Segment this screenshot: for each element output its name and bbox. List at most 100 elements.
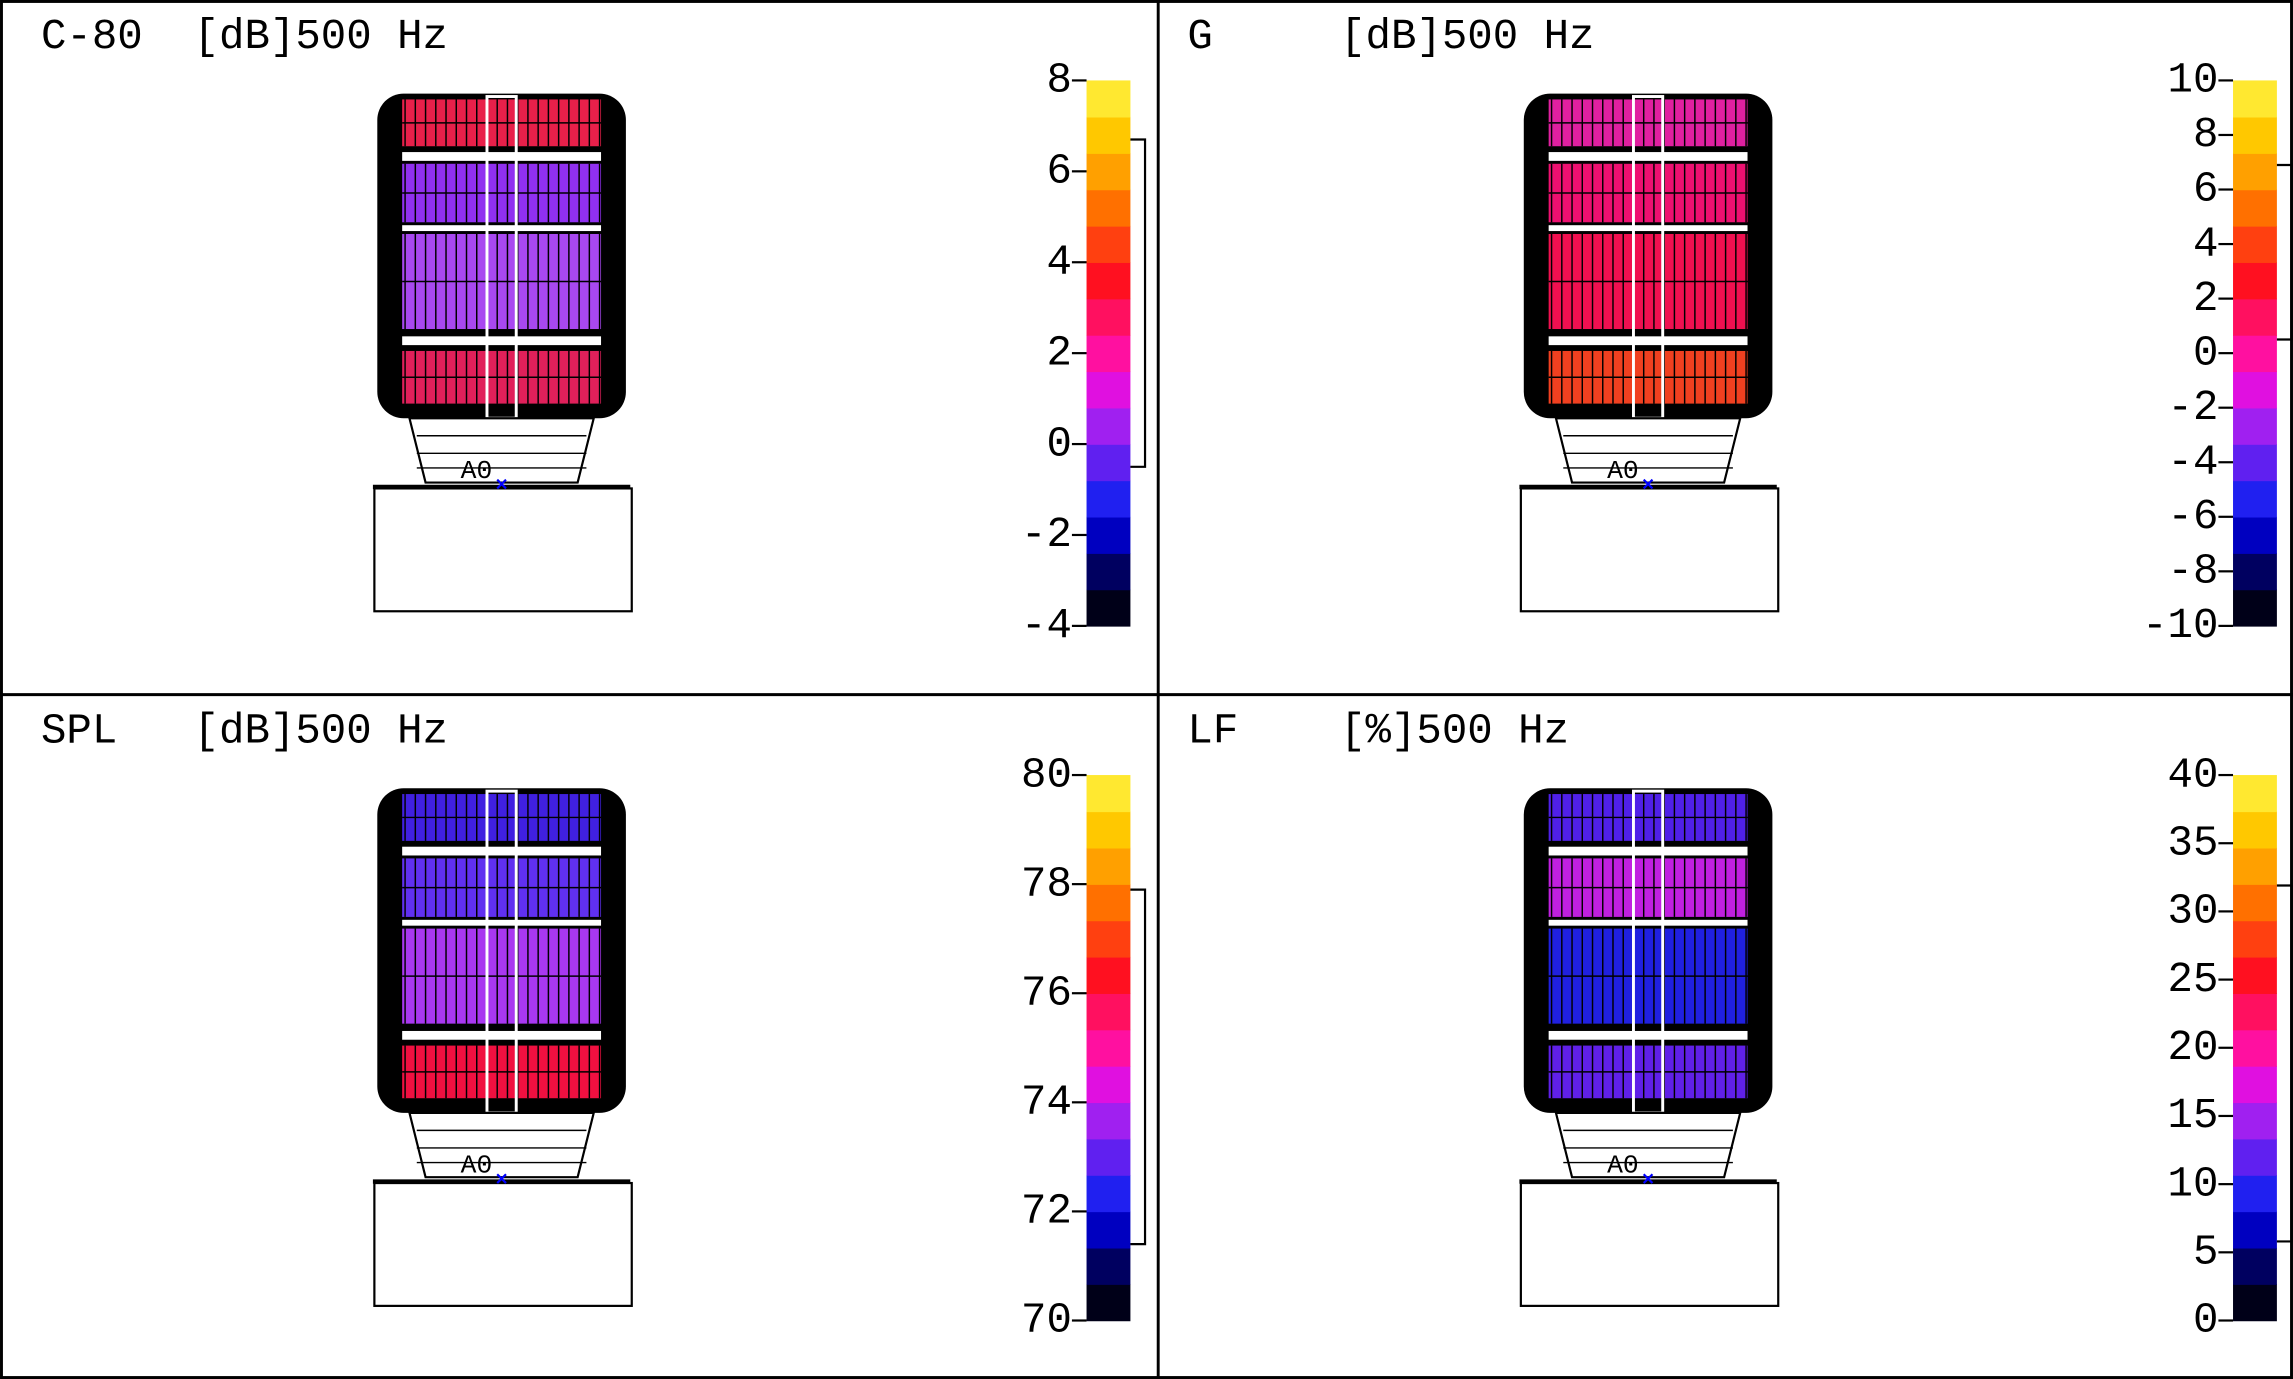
- tick-label: -4: [1021, 602, 1072, 650]
- color-step: [1087, 775, 1131, 812]
- source-label: A0: [461, 1150, 493, 1180]
- tick-label: 6: [2193, 166, 2218, 214]
- tick-label: 78: [1021, 860, 1072, 908]
- color-step: [2233, 775, 2277, 812]
- color-step: [1087, 335, 1131, 372]
- panel-title: C-80 [dB]500 Hz: [41, 13, 448, 61]
- color-step: [1087, 993, 1131, 1030]
- color-step: [1087, 226, 1131, 263]
- color-step: [1087, 190, 1131, 227]
- tick-label: 10: [2168, 1160, 2219, 1208]
- color-step: [1087, 957, 1131, 994]
- color-step: [1087, 848, 1131, 885]
- color-step: [1087, 480, 1131, 517]
- color-step: [2233, 884, 2277, 921]
- tick-label: 35: [2168, 819, 2219, 867]
- color-step: [1087, 1102, 1131, 1139]
- color-step: [2233, 811, 2277, 848]
- tick-label: 25: [2168, 956, 2219, 1004]
- color-step: [2233, 1284, 2277, 1321]
- color-step: [1087, 153, 1131, 190]
- stage-front: [1556, 418, 1740, 482]
- aisle: [402, 920, 601, 926]
- stage-front: [409, 1113, 593, 1177]
- panel-title: G [dB]500 Hz: [1187, 13, 1594, 61]
- color-step: [1087, 1211, 1131, 1248]
- tick-label: 8: [1046, 57, 1071, 105]
- tick-label: -8: [2168, 548, 2219, 596]
- color-step: [2233, 1066, 2277, 1103]
- range-bracket: [2277, 886, 2292, 1242]
- tick-label: 0: [2193, 1297, 2218, 1345]
- tick-label: 2: [1046, 329, 1071, 377]
- color-step: [2233, 517, 2277, 554]
- source-label: A0: [1607, 456, 1639, 486]
- color-step: [2233, 117, 2277, 154]
- color-step: [2233, 1030, 2277, 1067]
- tick-label: -10: [2142, 602, 2218, 650]
- color-step: [2233, 190, 2277, 227]
- color-step: [1087, 590, 1131, 627]
- frame: [1, 1, 2291, 1377]
- color-step: [2233, 226, 2277, 263]
- tick-label: 20: [2168, 1024, 2219, 1072]
- aisle: [402, 336, 601, 345]
- range-bracket: [1130, 890, 1145, 1245]
- aisle: [402, 225, 601, 231]
- color-step: [2233, 553, 2277, 590]
- stage: [374, 1183, 631, 1306]
- tick-label: 6: [1046, 148, 1071, 196]
- color-step: [2233, 1211, 2277, 1248]
- tick-label: 0: [2193, 329, 2218, 377]
- color-step: [1087, 517, 1131, 554]
- color-step: [2233, 1139, 2277, 1176]
- color-step: [1087, 921, 1131, 958]
- color-step: [2233, 335, 2277, 372]
- aisle: [402, 1031, 601, 1040]
- panel-title: SPL [dB]500 Hz: [41, 707, 448, 755]
- stage: [374, 488, 631, 611]
- source-label: A0: [461, 456, 493, 486]
- tick-label: 5: [2193, 1229, 2218, 1277]
- color-step: [1087, 1284, 1131, 1321]
- color-step: [1087, 262, 1131, 299]
- color-step: [1087, 1030, 1131, 1067]
- color-step: [2233, 848, 2277, 885]
- color-step: [1087, 117, 1131, 154]
- tick-label: 74: [1021, 1079, 1072, 1127]
- color-step: [2233, 299, 2277, 336]
- stage: [1521, 488, 1778, 611]
- stage-front: [409, 418, 593, 482]
- color-step: [1087, 884, 1131, 921]
- panel-title: LF [%]500 Hz: [1187, 707, 1569, 755]
- tick-label: -6: [2168, 493, 2219, 541]
- aisle: [1549, 225, 1748, 231]
- aisle: [1549, 152, 1748, 161]
- color-step: [2233, 590, 2277, 627]
- color-step: [2233, 80, 2277, 117]
- page: C-80 [dB]500 Hz A0 -4 -2 0 2 4 6 8 G [dB]500 Hz A0…: [0, 0, 2293, 1379]
- tick-label: 2: [2193, 275, 2218, 323]
- tick-label: 8: [2193, 111, 2218, 159]
- aisle: [1549, 1031, 1748, 1040]
- color-step: [2233, 371, 2277, 408]
- tick-label: 4: [1046, 238, 1071, 286]
- tick-label: 76: [1021, 969, 1072, 1017]
- color-step: [2233, 444, 2277, 481]
- stage: [1521, 1183, 1778, 1306]
- tick-label: 40: [2168, 751, 2219, 799]
- tick-label: 70: [1021, 1297, 1072, 1345]
- color-step: [1087, 1139, 1131, 1176]
- tick-label: -2: [1021, 511, 1072, 559]
- color-step: [1087, 811, 1131, 848]
- color-step: [2233, 480, 2277, 517]
- color-step: [2233, 921, 2277, 958]
- color-step: [1087, 444, 1131, 481]
- tick-label: 80: [1021, 751, 1072, 799]
- color-step: [1087, 1066, 1131, 1103]
- color-step: [2233, 408, 2277, 445]
- aisle: [402, 847, 601, 856]
- tick-label: -4: [2168, 438, 2219, 486]
- tick-label: -2: [2168, 384, 2219, 432]
- screen: C-80 [dB]500 Hz A0 -4 -2 0 2 4 6 8 G [dB]500 Hz A0…: [0, 0, 2293, 1379]
